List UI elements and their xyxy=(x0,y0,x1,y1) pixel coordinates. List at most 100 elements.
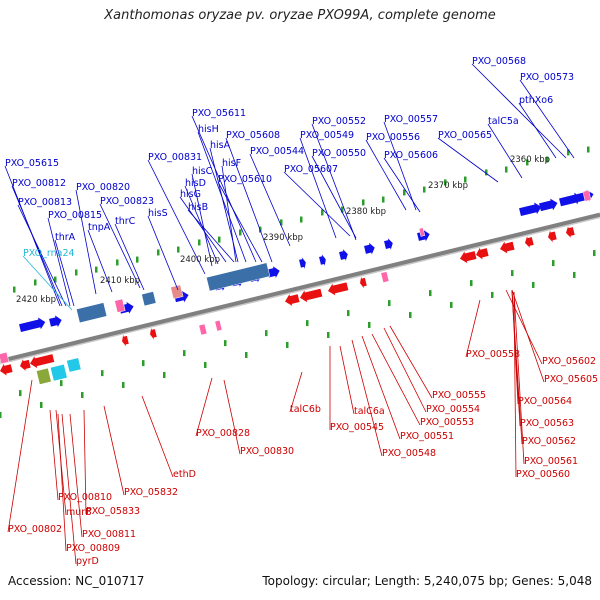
leader-line xyxy=(83,409,87,515)
plus-gene xyxy=(299,257,306,269)
leader-line xyxy=(365,139,407,211)
gene-features xyxy=(0,189,594,385)
tick-lower xyxy=(60,380,63,387)
top-gene-label: hisA xyxy=(210,140,231,151)
leader-line xyxy=(223,379,241,455)
leader-line xyxy=(505,289,543,365)
rna-gene xyxy=(198,323,208,336)
leader-line xyxy=(103,405,125,496)
minus-gene xyxy=(122,334,129,347)
operon-block xyxy=(50,363,68,382)
leader-line xyxy=(361,335,401,440)
minus-gene xyxy=(548,230,557,243)
bottom-gene-label: PXO_05833 xyxy=(86,506,140,517)
top-gene-label: thrC xyxy=(115,216,136,227)
leader-line xyxy=(513,291,525,465)
minus-gene xyxy=(525,236,534,248)
leader-line xyxy=(383,121,417,211)
genome-summary: Topology: circular; Length: 5,240,075 bp… xyxy=(262,574,592,588)
top-gene-label: PXO_05610 xyxy=(218,174,272,185)
leader-line xyxy=(7,379,33,533)
tick-lower xyxy=(429,290,432,297)
kbp-label: 2360 kbp xyxy=(510,155,550,165)
minus-gene xyxy=(500,241,515,254)
leader-line xyxy=(147,159,206,275)
leader-line xyxy=(513,291,517,478)
genome-backbone xyxy=(0,212,600,365)
leader-line xyxy=(283,171,351,237)
minus-gene xyxy=(566,226,575,238)
plus-gene xyxy=(319,254,326,266)
top-gene-label: hisH xyxy=(198,124,219,135)
leader-line xyxy=(179,196,227,263)
top-gene-label: PXO_00812 xyxy=(12,178,66,189)
plus-gene xyxy=(539,198,558,212)
rna-gene xyxy=(114,298,126,313)
minus-gene xyxy=(328,282,349,296)
bottom-gene-label: talC6a xyxy=(354,406,385,417)
tick-upper-minor xyxy=(95,266,98,273)
rna-gene xyxy=(380,271,390,283)
tick-lower xyxy=(183,350,186,357)
top-gene-label: PXO_00831 xyxy=(148,152,202,163)
bottom-gene-label: PXO_00810 xyxy=(58,492,112,503)
top-gene-label: pthXo6 xyxy=(519,95,553,106)
bottom-gene-label: PXO_00563 xyxy=(520,418,574,429)
leader-line xyxy=(17,204,67,307)
tick-lower-minor xyxy=(409,311,412,318)
top-gene-label: PXO_00549 xyxy=(300,130,354,141)
backbone-line xyxy=(0,212,600,363)
top-gene-label: PXO_00823 xyxy=(100,196,154,207)
bottom-gene-label: PXO_00554 xyxy=(426,404,480,415)
tick-lower-minor xyxy=(40,401,43,408)
operon-block xyxy=(170,284,184,300)
leader-line xyxy=(299,137,337,239)
top-gene-label: PXO_05608 xyxy=(226,130,280,141)
tick-upper-minor xyxy=(546,156,549,163)
leader-line xyxy=(49,409,59,501)
operon-block xyxy=(36,367,52,385)
top-gene-label: PXO_00568 xyxy=(472,56,526,67)
tick-upper-minor xyxy=(13,286,16,293)
bottom-gene-label: PXO_00828 xyxy=(196,428,250,439)
leader-line xyxy=(11,185,63,307)
tick-upper xyxy=(116,259,119,266)
tick-lower-minor xyxy=(327,331,330,338)
tick-lower xyxy=(265,330,268,337)
top-gene-label: PXO_05615 xyxy=(5,158,59,169)
leader-line xyxy=(195,377,213,437)
tick-upper xyxy=(485,169,488,176)
tick-upper-minor xyxy=(177,246,180,253)
tick-upper xyxy=(526,159,529,166)
tick-lower xyxy=(101,370,104,377)
tick-lower xyxy=(470,280,473,287)
minus-gene xyxy=(285,294,300,306)
top-gene-label: PXO_rna24 xyxy=(23,248,75,259)
bottom-gene-label: PXO_00564 xyxy=(518,396,572,407)
top-gene-label: PXO_00544 xyxy=(250,146,304,157)
leader-line xyxy=(518,102,557,159)
leader-line xyxy=(47,217,71,307)
leader-line xyxy=(191,173,213,267)
tick-upper xyxy=(567,149,570,156)
minus-gene xyxy=(476,247,489,260)
plus-gene xyxy=(384,238,393,250)
tick-lower xyxy=(306,320,309,327)
leader-line xyxy=(511,291,523,445)
leader-line xyxy=(75,189,97,295)
kbp-label: 2370 kbp xyxy=(428,181,468,191)
plus-gene xyxy=(559,192,582,207)
tick-upper-minor xyxy=(464,176,467,183)
kbp-label: 2410 kbp xyxy=(100,276,140,286)
tick-upper xyxy=(403,189,406,196)
tick-upper-minor xyxy=(218,236,221,243)
tick-lower-minor xyxy=(163,371,166,378)
tick-upper xyxy=(157,249,160,256)
rna-gene xyxy=(418,227,426,237)
tick-upper xyxy=(75,269,78,276)
leader-line xyxy=(191,115,257,263)
bottom-gene-label: PXO_05602 xyxy=(542,356,596,367)
tick-upper xyxy=(362,199,365,206)
minus-gene xyxy=(460,251,477,264)
